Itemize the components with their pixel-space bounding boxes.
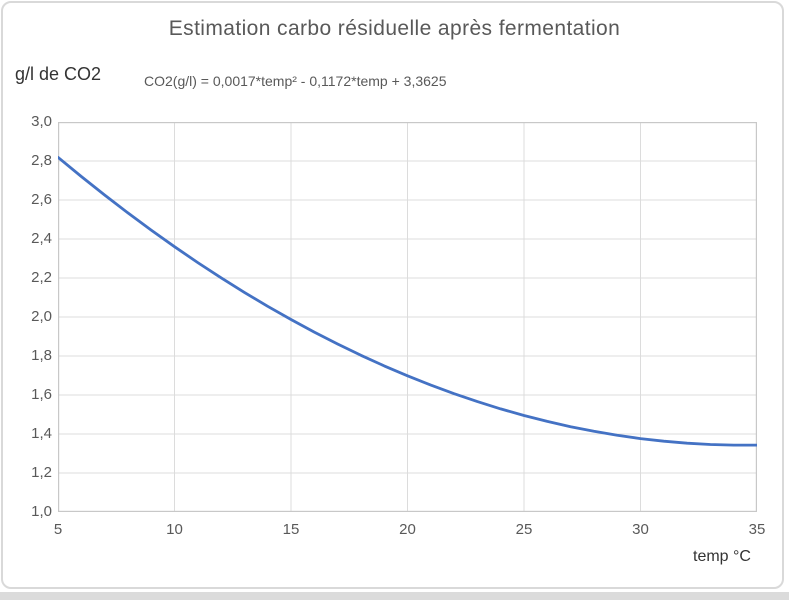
y-axis-tick-label: 2,2 bbox=[31, 269, 52, 286]
plot-border bbox=[57, 121, 758, 513]
y-axis-tick-label: 1,2 bbox=[31, 464, 52, 481]
y-axis-tick-label: 1,4 bbox=[31, 425, 52, 442]
y-axis-tick-label: 2,0 bbox=[31, 308, 52, 325]
y-axis-tick-label: 2,8 bbox=[31, 152, 52, 169]
chart-title: Estimation carbo résiduelle après fermen… bbox=[168, 17, 621, 40]
x-axis-tick-label: 25 bbox=[515, 521, 533, 538]
x-axis-tick-label: 5 bbox=[53, 521, 63, 538]
x-axis-tick-label: 15 bbox=[282, 521, 300, 538]
chart-frame bbox=[1, 1, 784, 589]
trendline-equation: CO2(g/l) = 0,0017*temp² - 0,1172*temp + … bbox=[144, 73, 447, 89]
y-axis-tick-label: 2,4 bbox=[31, 230, 52, 247]
series-line-co2-residuelle bbox=[56, 155, 759, 447]
y-axis-tick-label: 1,8 bbox=[31, 347, 52, 364]
plot-area bbox=[56, 121, 759, 513]
window-edge-strip bbox=[0, 592, 789, 600]
x-axis-tick-label: 30 bbox=[632, 521, 649, 538]
y-axis-tick-label: 3,0 bbox=[31, 113, 52, 130]
x-axis-tick-label: 10 bbox=[166, 521, 183, 538]
x-axis-tick-label: 35 bbox=[748, 521, 766, 538]
y-axis-tick-label: 2,6 bbox=[31, 191, 52, 208]
x-axis-title: temp °C bbox=[693, 548, 751, 565]
y-axis-tick-label: 1,6 bbox=[31, 386, 52, 403]
x-axis-tick-label: 20 bbox=[399, 521, 416, 538]
y-axis-title: g/l de CO2 bbox=[15, 64, 102, 84]
y-axis-tick-label: 1,0 bbox=[31, 503, 52, 520]
plot-svg bbox=[56, 121, 759, 513]
